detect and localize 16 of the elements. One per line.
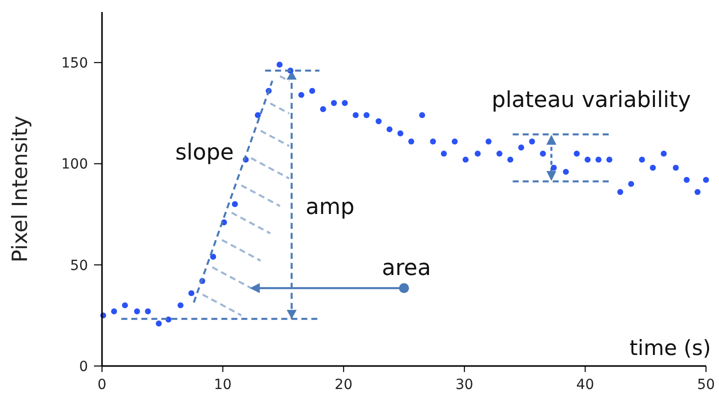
x-tick-label: 10 — [214, 377, 232, 393]
x-tick-label: 30 — [455, 377, 474, 393]
annotation: area — [382, 256, 431, 281]
y-tick-label: 150 — [61, 56, 88, 72]
annotation: slope — [175, 140, 234, 166]
y-axis-title: Pixel Intensity — [8, 116, 32, 262]
x-tick-label: 0 — [98, 377, 106, 393]
x-tick-label: 20 — [334, 377, 353, 393]
y-tick-label: 50 — [70, 258, 88, 274]
x-axis-title: time (s) — [630, 336, 711, 360]
x-tick-label: 40 — [576, 377, 594, 393]
annotation: amp — [306, 194, 355, 220]
x-tick-label: 50 — [697, 377, 715, 393]
y-tick-label: 0 — [79, 359, 88, 375]
y-tick-label: 100 — [61, 156, 88, 173]
annotation: plateau variability — [492, 88, 691, 114]
